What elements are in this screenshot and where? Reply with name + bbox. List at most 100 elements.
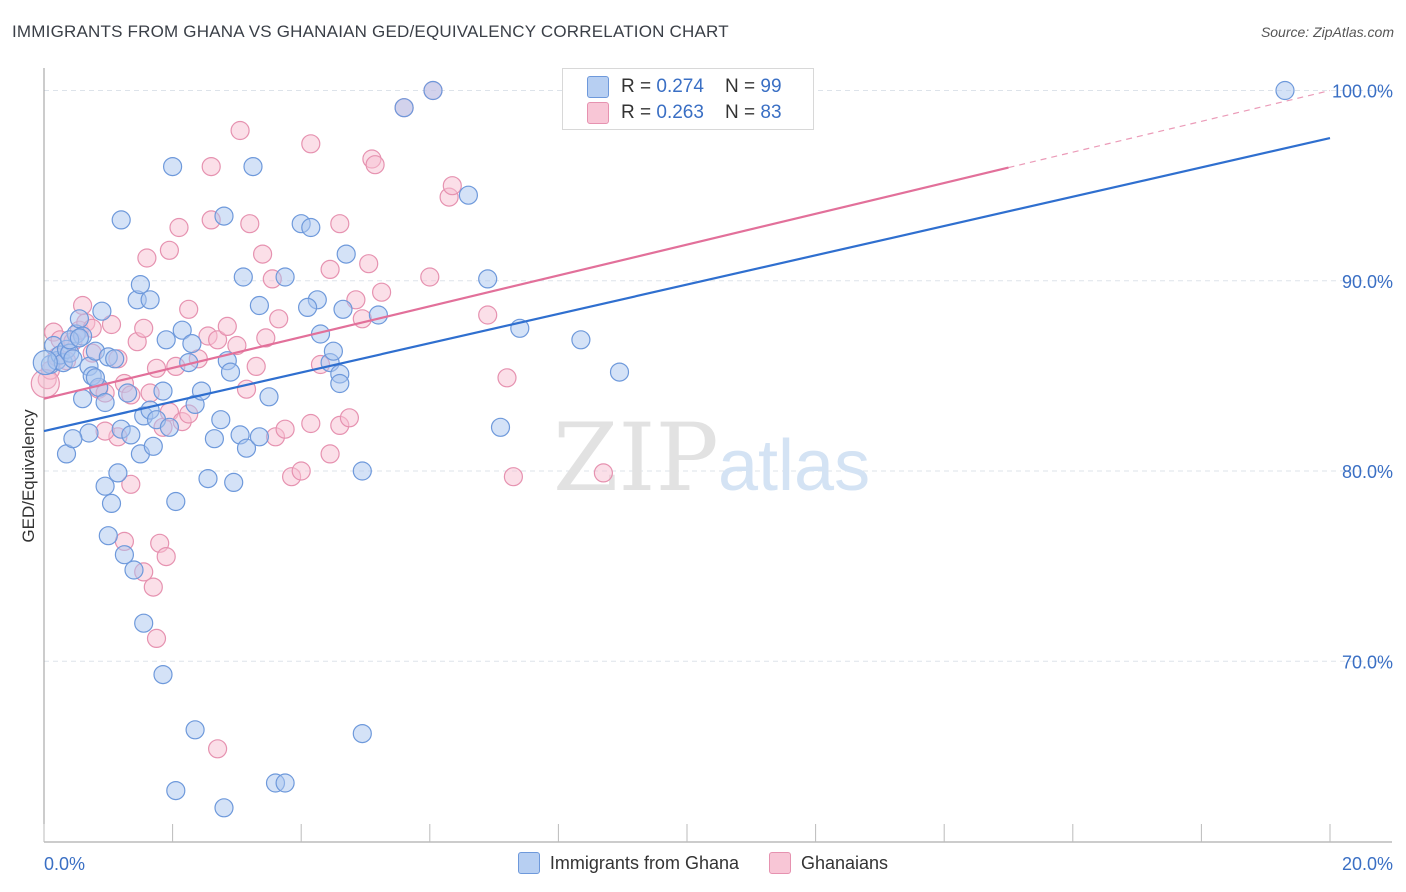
data-point (121, 474, 141, 494)
data-point (246, 356, 266, 376)
data-point (143, 436, 163, 456)
data-point (423, 80, 443, 101)
data-point (478, 305, 498, 325)
data-point (63, 429, 83, 449)
data-point (253, 244, 273, 264)
data-point (79, 423, 99, 443)
data-point (301, 134, 321, 154)
data-point (352, 723, 372, 744)
legend-item-immigrants-from-ghana[interactable]: Immigrants from Ghana (517, 852, 739, 874)
data-point (159, 417, 179, 437)
tick-labels: 70.0% 80.0% 90.0% 100.0% 0.0% 20.0% (44, 82, 1393, 874)
data-point (490, 417, 511, 437)
data-point (146, 628, 167, 649)
n-label: N = (725, 76, 761, 97)
data-point (352, 309, 372, 329)
data-point (156, 546, 176, 567)
data-point (153, 664, 173, 685)
data-point (320, 259, 340, 279)
data-point (101, 493, 122, 513)
y-tick-label: 100.0% (1332, 82, 1393, 102)
data-point (63, 349, 83, 369)
data-point (249, 427, 269, 447)
data-point (240, 214, 260, 234)
data-point (95, 476, 115, 496)
data-point (95, 421, 115, 441)
data-point (166, 780, 186, 801)
r-label: R = (621, 76, 657, 97)
data-point (227, 335, 247, 356)
data-point (233, 267, 253, 287)
data-point (169, 217, 189, 238)
data-point (442, 176, 462, 196)
data-point (159, 240, 179, 260)
bottom-legend: Immigrants from Ghana Ghanaians (0, 852, 1406, 874)
data-point (117, 383, 138, 403)
data-point (153, 381, 173, 401)
data-point (291, 461, 311, 481)
data-point (275, 267, 295, 287)
data-point (111, 210, 131, 230)
stats-row-blue: R = 0.274 N = 99 (563, 75, 813, 99)
data-point (503, 467, 524, 487)
data-point (259, 387, 279, 407)
legend-label: Ghanaians (800, 852, 889, 873)
data-point (101, 314, 122, 335)
data-point (236, 438, 257, 458)
data-point (208, 330, 228, 350)
axes (43, 68, 1392, 843)
data-point (571, 330, 591, 350)
data-point (137, 248, 157, 268)
data-point (140, 290, 160, 310)
data-point (339, 408, 359, 428)
data-point (92, 301, 112, 321)
data-point (365, 155, 385, 175)
r-value-pink: 0.263 (656, 102, 704, 123)
data-point (346, 290, 366, 310)
y-tick-label: 90.0% (1342, 272, 1393, 292)
series-immigrants-from-ghana (32, 80, 1295, 818)
data-point (323, 341, 343, 361)
data-point (256, 328, 276, 348)
series-ghanaians (30, 80, 614, 759)
data-point (497, 368, 517, 388)
data-point (224, 472, 244, 492)
data-point (333, 299, 353, 319)
blue-swatch (587, 76, 609, 98)
data-point (1275, 80, 1295, 101)
n-value-pink: 83 (760, 102, 782, 123)
stats-legend: R = 0.274 N = 99 R = 0.263 N = 83 (562, 68, 814, 130)
n-value-blue: 99 (760, 76, 782, 97)
x-tick-label: 20.0% (1342, 854, 1393, 874)
data-point (336, 244, 356, 264)
data-point (172, 320, 192, 340)
data-point (269, 309, 289, 329)
data-point (156, 330, 176, 350)
grid (44, 90, 1392, 662)
data-point (179, 299, 199, 319)
x-tick-label: 0.0% (44, 854, 85, 874)
data-point (214, 798, 234, 818)
data-point (352, 461, 372, 481)
stats-row-pink: R = 0.263 N = 83 (563, 101, 813, 125)
data-point (593, 463, 614, 483)
regression-line-extension (1008, 89, 1331, 169)
data-point (420, 267, 440, 287)
data-point (208, 739, 228, 759)
data-point (32, 349, 58, 376)
regression-line (43, 137, 1331, 433)
data-point (220, 362, 241, 382)
data-point (275, 419, 295, 439)
r-value-blue: 0.274 (656, 76, 704, 97)
pink-swatch (768, 852, 791, 874)
data-point (609, 362, 630, 382)
regression-lines (43, 89, 1331, 433)
y-axis-label: GED/Equivalency (19, 409, 38, 543)
data-point (146, 358, 167, 378)
data-point (124, 560, 144, 580)
r-label: R = (621, 102, 657, 123)
data-point (72, 389, 93, 409)
data-point (201, 157, 221, 177)
legend-item-ghanaians[interactable]: Ghanaians (768, 852, 889, 874)
data-point (458, 185, 478, 205)
